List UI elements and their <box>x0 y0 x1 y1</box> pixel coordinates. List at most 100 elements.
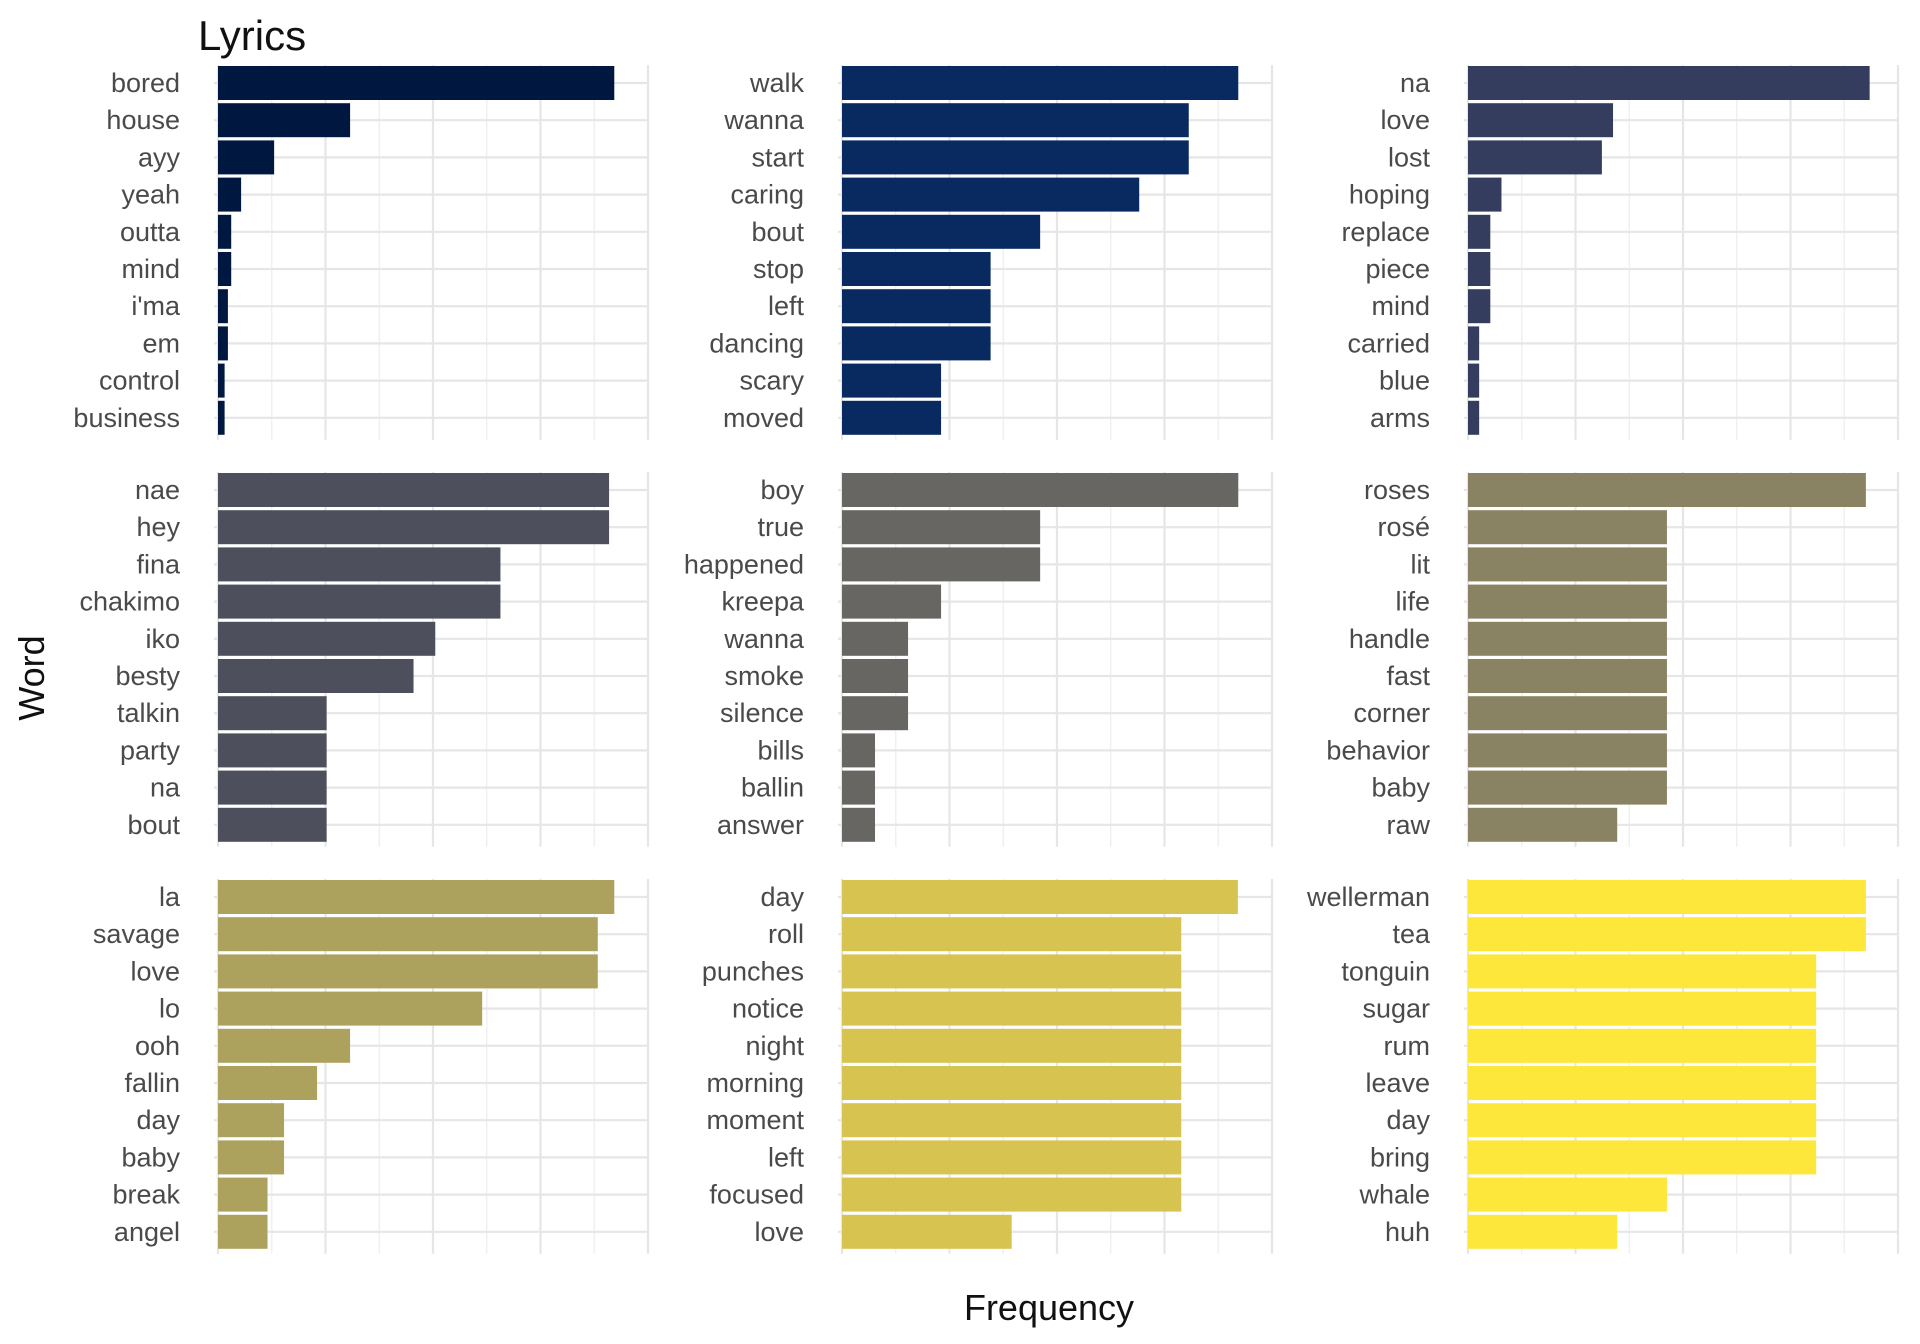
bar <box>1468 473 1866 507</box>
category-label: day <box>760 882 804 912</box>
bar <box>842 1140 1182 1175</box>
bar <box>218 954 598 989</box>
category-label: break <box>112 1180 180 1210</box>
category-label: scary <box>739 366 804 396</box>
category-label: replace <box>1341 217 1430 247</box>
bar <box>1468 400 1480 435</box>
bar <box>842 473 1239 507</box>
bar <box>1468 770 1667 805</box>
facet-panel: wellerman tea tonguin sugar rum leave day bring… <box>1306 879 1900 1254</box>
category-label: stop <box>753 254 804 284</box>
bar <box>842 696 909 731</box>
category-label: na <box>150 773 181 803</box>
category-label: ayy <box>138 142 181 172</box>
bar <box>842 621 909 656</box>
category-label: dancing <box>709 328 804 358</box>
bar <box>218 991 483 1026</box>
category-label: love <box>754 1217 804 1247</box>
category-label: tea <box>1392 919 1431 949</box>
bar <box>1468 547 1667 582</box>
bar <box>218 1140 285 1175</box>
facet-panel: walk wanna start caring bout stop left dancing s… <box>709 65 1274 440</box>
bar <box>842 363 942 398</box>
category-label: fina <box>136 549 181 579</box>
category-label: answer <box>717 810 804 840</box>
category-label: bout <box>127 810 180 840</box>
bar <box>218 1177 268 1212</box>
bar <box>1468 103 1614 138</box>
category-label: iko <box>145 624 180 654</box>
category-label: life <box>1395 587 1430 617</box>
category-label: true <box>757 512 804 542</box>
bar <box>218 770 327 805</box>
category-label: silence <box>720 698 804 728</box>
category-label: hoping <box>1349 180 1430 210</box>
bar <box>218 1214 268 1249</box>
category-label: boy <box>760 475 804 505</box>
bar <box>218 363 225 398</box>
category-label: love <box>1380 105 1430 135</box>
bar <box>1468 733 1667 768</box>
chart-title: Lyrics <box>198 12 306 59</box>
category-label: rosé <box>1377 512 1430 542</box>
bar <box>218 473 610 507</box>
bar <box>218 917 598 952</box>
category-label: walk <box>749 68 805 98</box>
bar <box>842 584 942 619</box>
bar <box>218 326 228 361</box>
bar <box>1468 621 1667 656</box>
facet-panel: la savage love lo ooh fallin day baby break angel <box>93 879 650 1254</box>
category-label: la <box>159 882 181 912</box>
bar <box>1468 1066 1817 1100</box>
category-label: bout <box>751 217 804 247</box>
bar <box>1468 140 1602 175</box>
category-label: carried <box>1347 328 1430 358</box>
bar <box>842 326 991 361</box>
category-label: chakimo <box>79 587 180 617</box>
bar <box>842 214 1041 249</box>
bar <box>842 252 991 286</box>
bar <box>1468 1028 1817 1063</box>
bar <box>1468 954 1817 989</box>
category-label: roll <box>768 919 804 949</box>
bar <box>842 1214 1012 1249</box>
bar <box>842 1103 1182 1138</box>
bar <box>1468 214 1491 249</box>
category-label: caring <box>730 180 804 210</box>
category-label: savage <box>93 919 180 949</box>
facet-panel: na love lost hoping replace piece mind carried b… <box>1341 65 1900 440</box>
category-label: bored <box>111 68 180 98</box>
category-label: night <box>745 1031 804 1061</box>
category-label: raw <box>1386 810 1430 840</box>
category-label: sugar <box>1362 994 1430 1024</box>
bar <box>218 510 610 545</box>
category-label: rum <box>1384 1031 1431 1061</box>
bar <box>842 547 1041 582</box>
category-label: arms <box>1370 403 1430 433</box>
bar <box>218 66 615 100</box>
bar <box>218 807 327 842</box>
category-label: em <box>142 328 180 358</box>
bar <box>218 621 436 656</box>
bar <box>1468 363 1480 398</box>
category-label: tonguin <box>1341 956 1430 986</box>
bar <box>218 400 225 435</box>
category-label: leave <box>1365 1068 1430 1098</box>
bar <box>1468 177 1502 212</box>
category-label: besty <box>115 661 180 691</box>
category-label: corner <box>1353 698 1430 728</box>
category-label: bring <box>1370 1142 1430 1172</box>
bar <box>1468 807 1618 842</box>
category-label: bills <box>757 735 804 765</box>
bar <box>218 696 327 731</box>
category-label: yeah <box>121 180 180 210</box>
bar <box>1468 584 1667 619</box>
bar <box>218 289 228 324</box>
facet-panel: day roll punches notice night morning moment le… <box>702 879 1274 1254</box>
bar <box>842 1177 1182 1212</box>
category-label: house <box>106 105 180 135</box>
bar <box>842 880 1238 914</box>
category-label: angel <box>114 1217 180 1247</box>
category-label: lost <box>1388 142 1431 172</box>
